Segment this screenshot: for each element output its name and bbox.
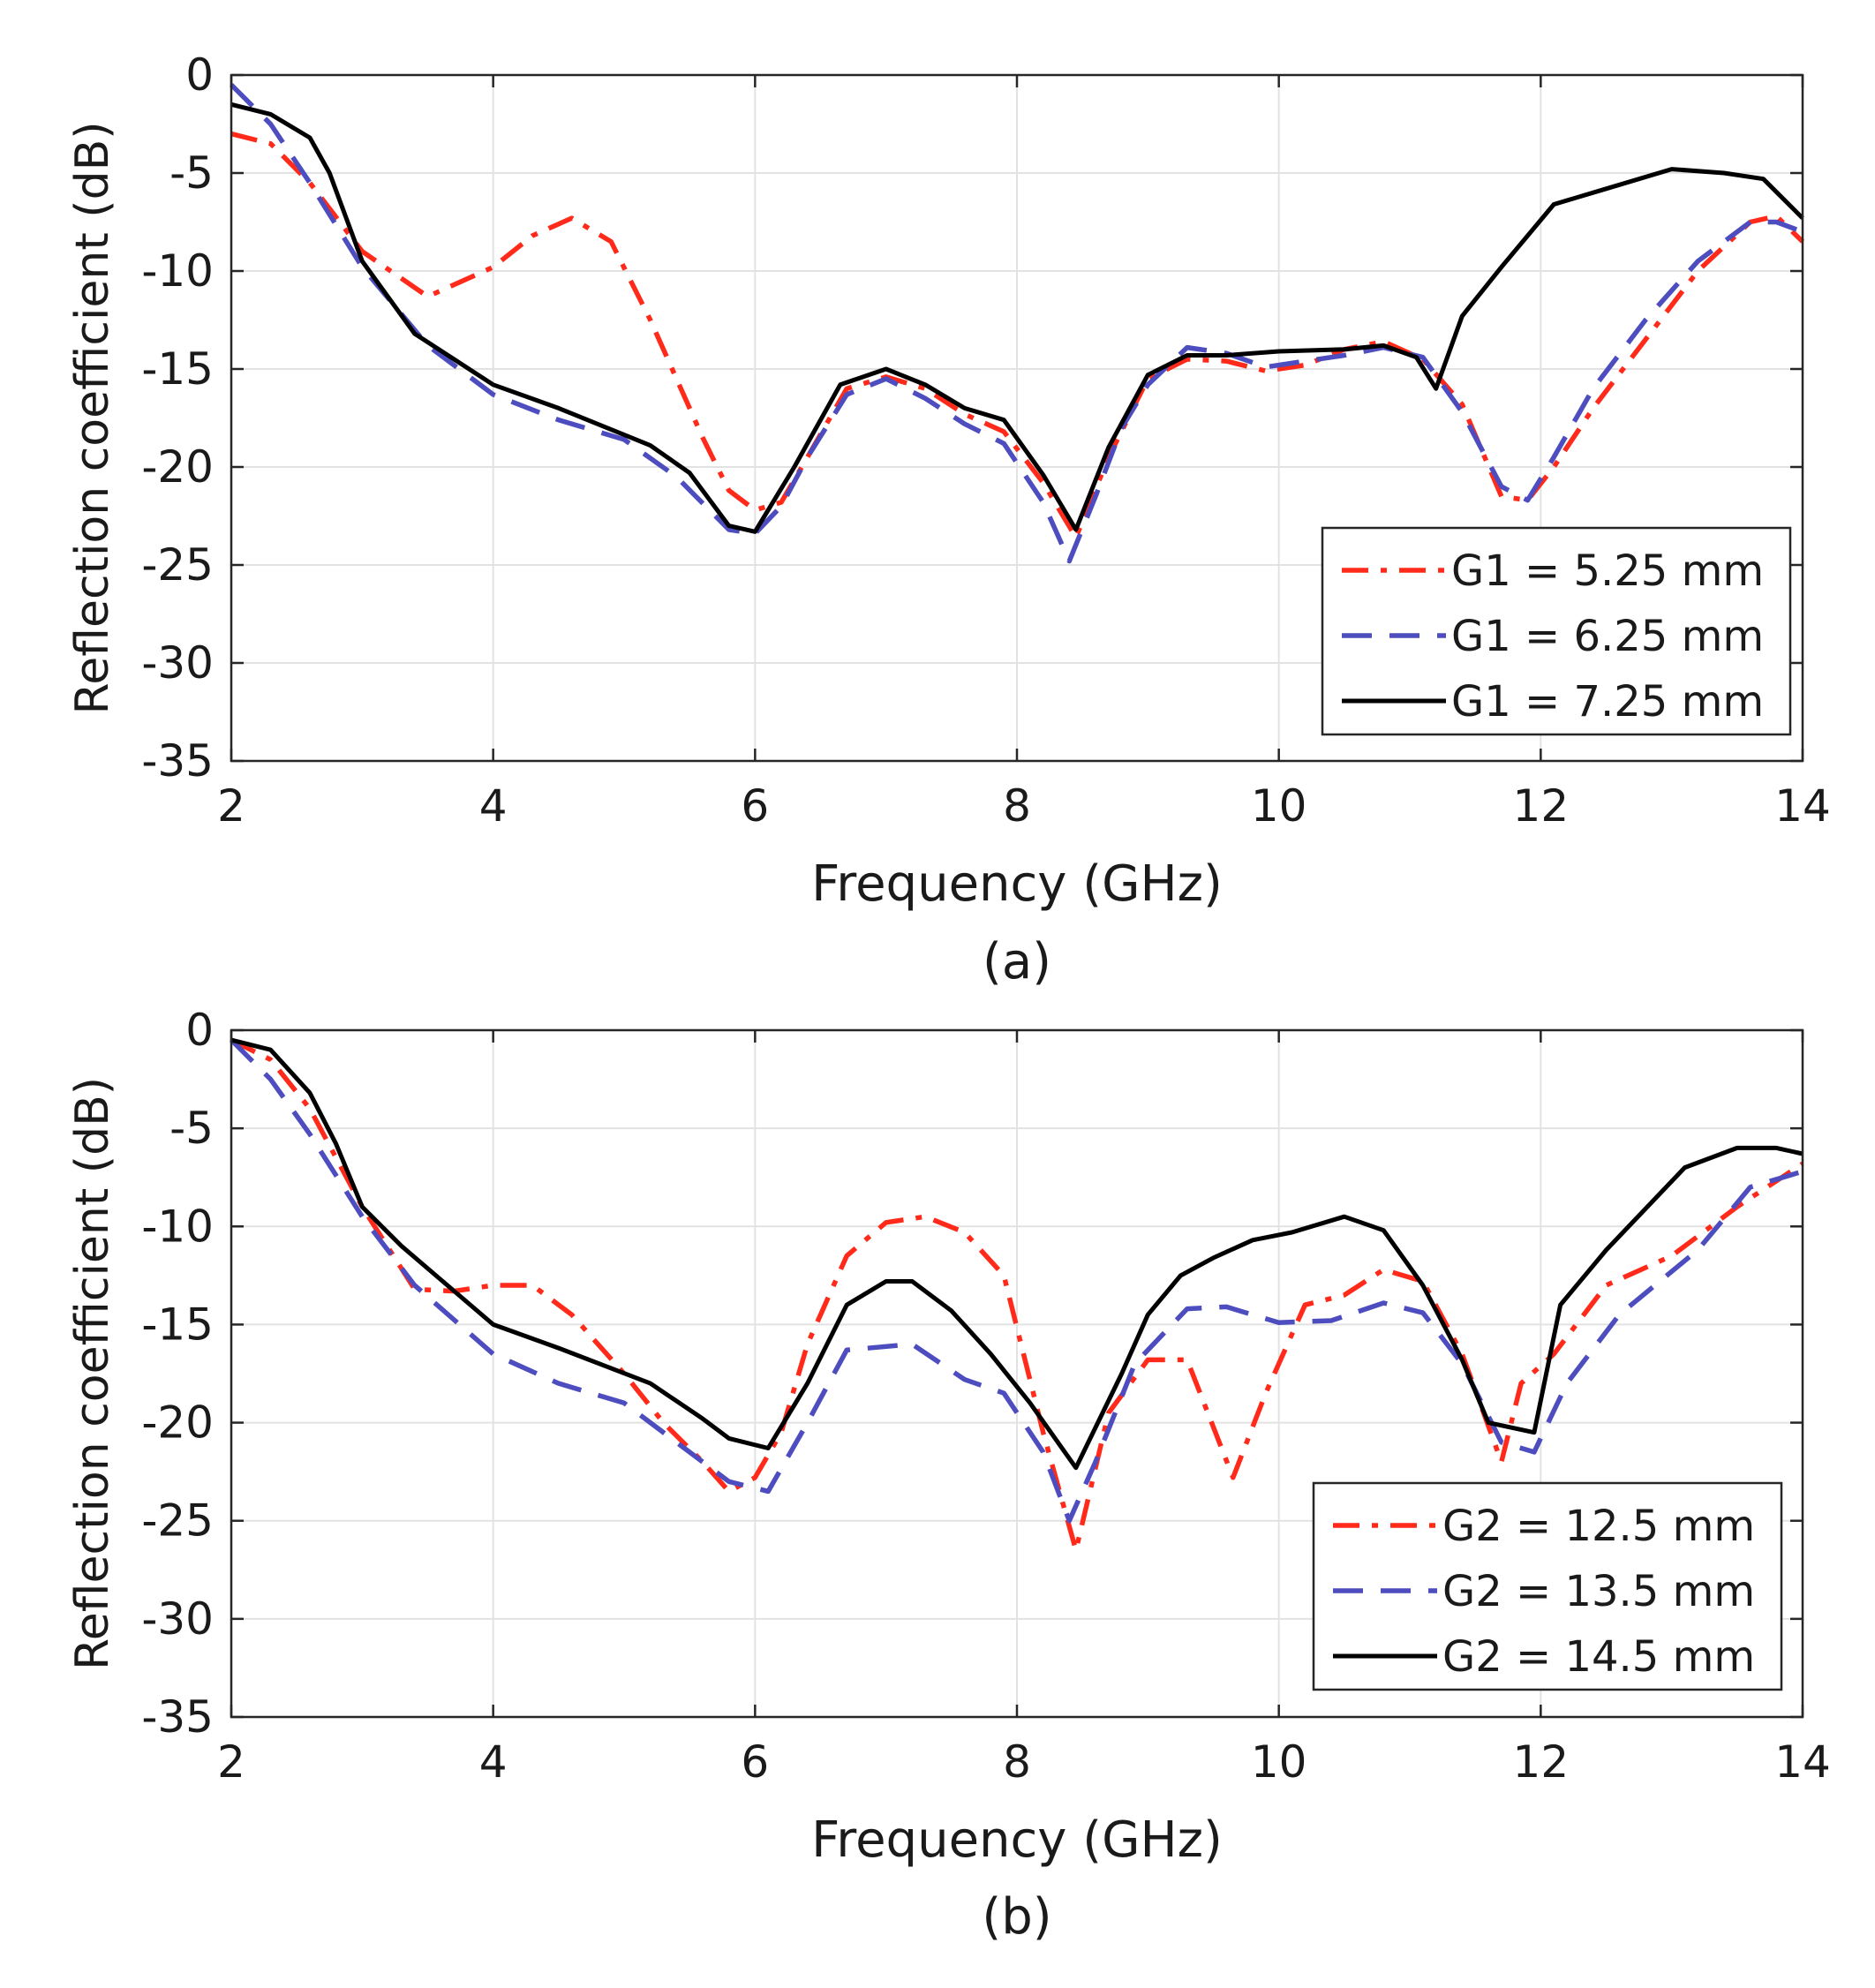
y-tick-label: -25 bbox=[141, 1495, 214, 1547]
x-axis-label: Frequency (GHz) bbox=[811, 855, 1223, 913]
x-axis-label: Frequency (GHz) bbox=[811, 1811, 1223, 1869]
legend-label-1: G1 = 5.25 mm bbox=[1451, 546, 1764, 596]
x-tick-label: 4 bbox=[479, 780, 508, 832]
grid bbox=[231, 75, 1803, 761]
y-tick-label: -5 bbox=[169, 147, 214, 199]
y-tick-label: -35 bbox=[141, 735, 214, 787]
y-tick-label: -5 bbox=[169, 1103, 214, 1154]
y-tick-label: -35 bbox=[141, 1691, 214, 1743]
series-line-1 bbox=[230, 1037, 1804, 1553]
x-tick-label: 2 bbox=[217, 1736, 245, 1788]
legend-label-3: G1 = 7.25 mm bbox=[1451, 677, 1764, 727]
y-tick-label: -15 bbox=[141, 343, 214, 395]
legend: G1 = 5.25 mm G1 = 6.25 mm G1 = 7.25 mm bbox=[1321, 526, 1792, 736]
x-tick-label: 2 bbox=[217, 780, 245, 832]
y-tick-label: 0 bbox=[185, 49, 214, 101]
y-axis-label: Reflection coefficient (dB) bbox=[66, 121, 119, 714]
panel-caption: (a) bbox=[983, 933, 1051, 990]
series-group bbox=[230, 1037, 1804, 1553]
x-tick-label: 10 bbox=[1251, 780, 1307, 832]
series-line-3 bbox=[230, 102, 1804, 534]
y-tick-label: -30 bbox=[141, 1593, 214, 1645]
x-tick-label: 6 bbox=[741, 780, 769, 832]
legend: G2 = 12.5 mm G2 = 13.5 mm G2 = 14.5 mm bbox=[1312, 1481, 1783, 1691]
x-tick-label: 14 bbox=[1774, 780, 1831, 832]
series-line-2 bbox=[230, 83, 1803, 564]
y-tick-label: -10 bbox=[141, 1201, 214, 1252]
x-tick-label: 8 bbox=[1003, 1736, 1031, 1788]
y-tick-label: -20 bbox=[141, 1397, 214, 1449]
panel-b: 2 4 6 8 10 12 14 0 -5 -10 -15 -20 -25 -30 -35 Frequency… bbox=[66, 1005, 1831, 1946]
series-line-2 bbox=[230, 1038, 1803, 1524]
legend-label-1: G2 = 12.5 mm bbox=[1442, 1502, 1755, 1551]
x-tick-label: 6 bbox=[741, 1736, 769, 1788]
x-tick-label: 8 bbox=[1003, 780, 1031, 832]
panel-caption: (b) bbox=[982, 1888, 1051, 1946]
x-tick-label: 12 bbox=[1513, 780, 1570, 832]
legend-label-2: G1 = 6.25 mm bbox=[1451, 612, 1764, 661]
legend-label-2: G2 = 13.5 mm bbox=[1442, 1567, 1755, 1616]
y-tick-label: 0 bbox=[185, 1005, 214, 1056]
x-tick-label: 10 bbox=[1251, 1736, 1307, 1788]
y-tick-label: -15 bbox=[141, 1299, 214, 1350]
ticks: 2 4 6 8 10 12 14 0 -5 -10 -15 -20 -25 -30 -35 bbox=[141, 49, 1830, 832]
y-tick-label: -10 bbox=[141, 245, 214, 297]
ticks: 2 4 6 8 10 12 14 0 -5 -10 -15 -20 -25 -30 -35 bbox=[141, 1005, 1830, 1788]
y-tick-label: -30 bbox=[141, 637, 214, 689]
legend-label-3: G2 = 14.5 mm bbox=[1442, 1632, 1755, 1682]
series-group bbox=[230, 83, 1804, 564]
y-tick-label: -20 bbox=[141, 441, 214, 493]
series-line-3 bbox=[230, 1037, 1803, 1471]
x-tick-label: 14 bbox=[1774, 1736, 1831, 1788]
panel-a: 2 4 6 8 10 12 14 0 -5 -10 -15 -20 -25 -30 -35 Frequency… bbox=[66, 49, 1831, 990]
y-axis-label: Reflection coefficient (dB) bbox=[66, 1077, 119, 1670]
x-tick-label: 12 bbox=[1513, 1736, 1570, 1788]
x-tick-label: 4 bbox=[479, 1736, 508, 1788]
y-tick-label: -25 bbox=[141, 539, 214, 591]
